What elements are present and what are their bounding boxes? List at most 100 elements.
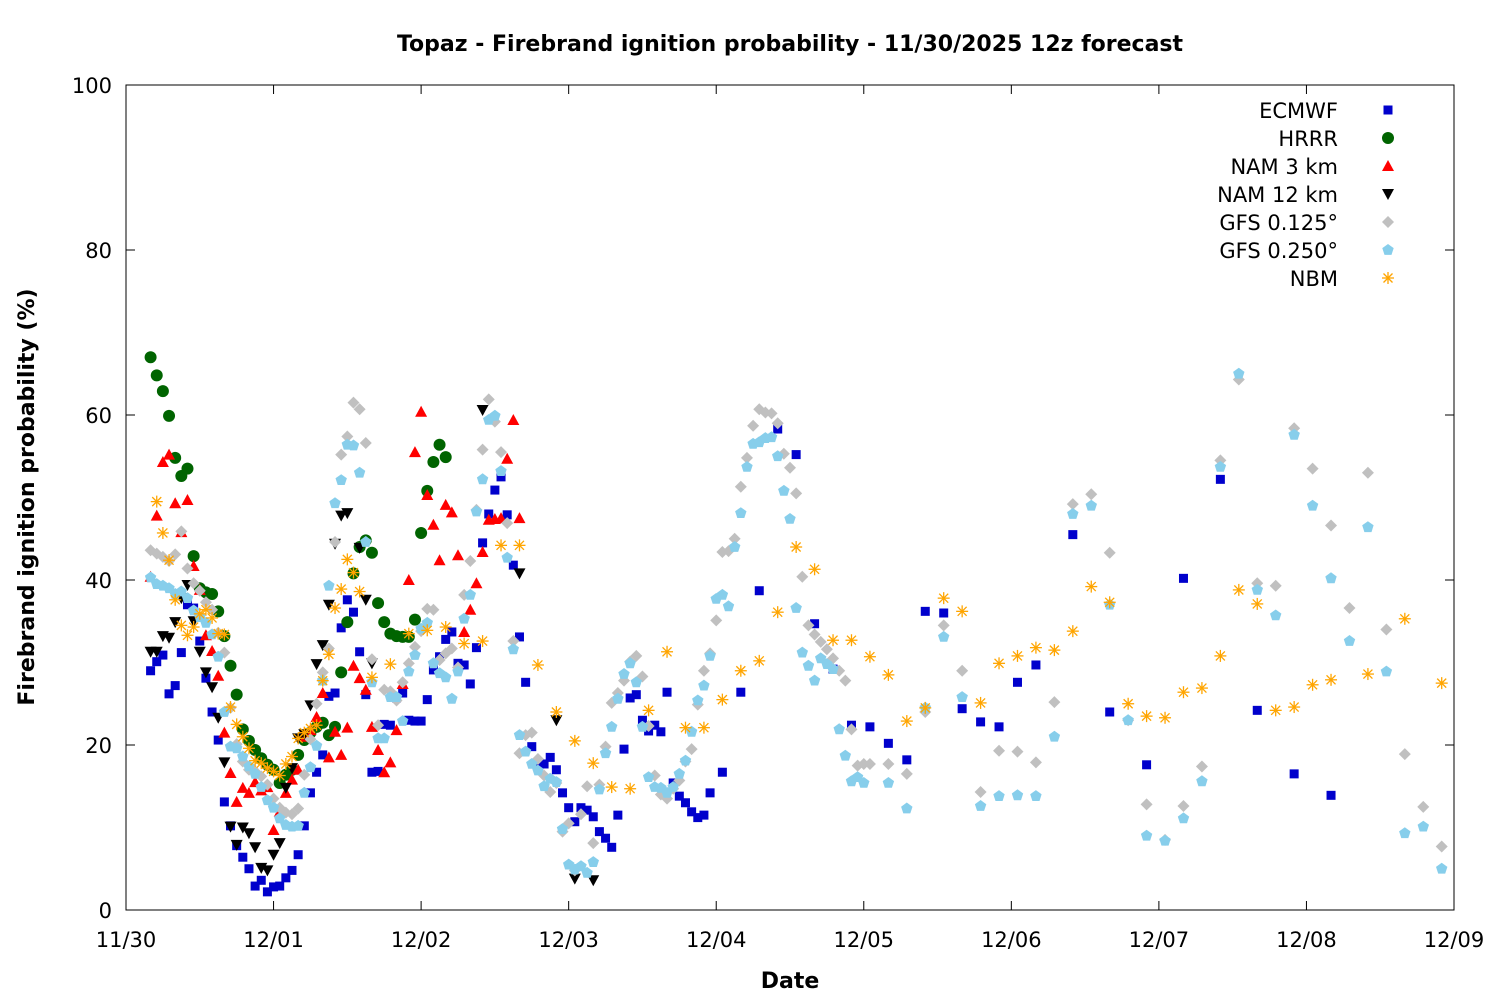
- asterisk-stroke: [809, 564, 820, 575]
- data-point: [1380, 623, 1393, 636]
- data-point: [193, 646, 206, 658]
- data-point: [827, 634, 840, 647]
- asterisk-stroke: [274, 770, 285, 781]
- data-point: [230, 718, 243, 731]
- data-point: [482, 393, 495, 406]
- data-point: [335, 474, 347, 485]
- data-point: [568, 734, 581, 747]
- data-point: [403, 665, 415, 677]
- asterisk-stroke: [225, 702, 236, 713]
- data-point: [384, 658, 397, 671]
- data-point: [156, 456, 169, 468]
- data-point: [439, 451, 452, 464]
- data-point: [335, 748, 348, 760]
- data-point: [865, 722, 875, 732]
- data-point: [476, 473, 489, 485]
- asterisk-stroke: [1178, 687, 1189, 698]
- data-point: [765, 407, 778, 420]
- data-point: [146, 666, 156, 676]
- data-point: [771, 606, 784, 619]
- legend: ECMWF HRRR NAM 3 km NAM 12 km GFS 0.125° GFS …: [1217, 99, 1394, 291]
- data-point: [1306, 678, 1319, 691]
- data-point: [685, 743, 698, 756]
- data-point: [1012, 677, 1022, 687]
- data-point: [378, 616, 391, 629]
- data-point: [1289, 769, 1299, 779]
- data-point: [471, 643, 481, 653]
- data-point: [679, 721, 692, 734]
- data-point: [298, 726, 311, 739]
- data-point: [1288, 701, 1301, 714]
- data-point: [415, 405, 428, 417]
- data-point: [1269, 704, 1282, 717]
- data-point: [447, 627, 457, 637]
- data-point: [630, 676, 642, 688]
- data-point: [218, 706, 231, 717]
- data-point: [778, 484, 790, 496]
- data-point: [716, 693, 729, 706]
- data-point: [267, 765, 280, 778]
- data-point: [556, 823, 569, 834]
- asterisk-stroke: [1270, 705, 1281, 716]
- data-point: [421, 624, 434, 637]
- data-point: [735, 507, 747, 518]
- asterisk-stroke: [588, 758, 599, 769]
- data-point: [692, 694, 704, 706]
- data-point: [526, 758, 538, 769]
- data-point: [341, 616, 354, 629]
- legend-label: HRRR: [1278, 127, 1338, 151]
- data-point: [754, 586, 764, 596]
- data-point: [365, 671, 378, 684]
- data-point: [716, 588, 729, 600]
- data-point: [527, 742, 537, 752]
- data-point: [845, 634, 858, 647]
- data-point: [427, 603, 440, 616]
- data-point: [336, 623, 346, 633]
- data-point: [255, 757, 268, 770]
- data-point: [169, 617, 182, 629]
- data-point: [1398, 748, 1411, 761]
- data-point: [631, 690, 641, 700]
- x-tick-label: 12/01: [243, 928, 304, 952]
- asterisk-stroke: [1289, 702, 1300, 713]
- data-point: [1085, 580, 1098, 593]
- data-point: [187, 621, 200, 634]
- data-point: [348, 607, 358, 617]
- asterisk-stroke: [1233, 584, 1244, 595]
- asterisk-stroke: [244, 743, 254, 754]
- legend-marker-diamond-icon: [1382, 216, 1394, 228]
- data-point: [249, 767, 261, 779]
- axis-ticks: 11/30 12/01 12/02 12/03 12/04 12/05 12/06 12/07…: [72, 74, 1484, 952]
- asterisk-stroke: [1067, 626, 1078, 637]
- series-nbm: [150, 495, 1448, 795]
- data-point: [685, 725, 698, 737]
- data-point: [496, 472, 506, 482]
- asterisk-stroke: [514, 540, 525, 551]
- data-point: [1177, 686, 1190, 699]
- asterisk-stroke: [317, 675, 328, 686]
- data-point: [1029, 641, 1042, 654]
- data-point: [422, 695, 432, 705]
- data-point: [458, 612, 470, 624]
- data-point: [322, 599, 335, 611]
- data-point: [521, 677, 531, 687]
- data-point: [1011, 649, 1024, 662]
- data-point: [458, 625, 471, 637]
- x-tick-label: 12/02: [391, 928, 452, 952]
- data-point: [599, 747, 612, 759]
- data-point: [255, 770, 268, 783]
- asterisk-stroke: [330, 603, 340, 614]
- data-point: [207, 707, 217, 717]
- data-point: [575, 860, 587, 872]
- data-point: [489, 409, 501, 421]
- data-point: [1251, 583, 1263, 595]
- data-point: [574, 808, 587, 821]
- x-tick-label: 12/03: [538, 928, 599, 952]
- legend-marker-circle-icon: [1382, 132, 1394, 144]
- data-point: [316, 666, 329, 679]
- data-point: [839, 749, 851, 761]
- asterisk-stroke: [606, 782, 617, 793]
- asterisk-stroke: [1141, 711, 1152, 722]
- data-point: [353, 466, 366, 478]
- data-point: [937, 592, 950, 605]
